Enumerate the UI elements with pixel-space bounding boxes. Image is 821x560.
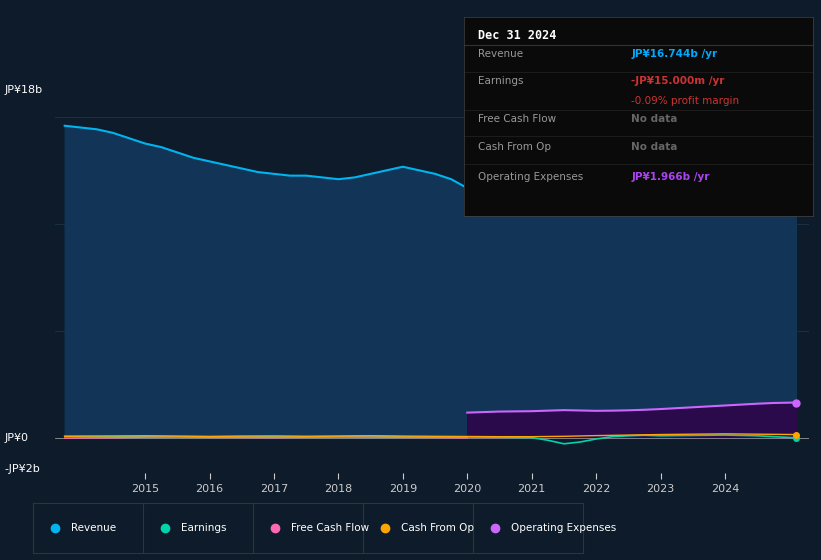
Text: No data: No data [631, 114, 677, 124]
Text: -JP¥2b: -JP¥2b [4, 464, 40, 474]
Text: Earnings: Earnings [181, 523, 227, 533]
Text: Revenue: Revenue [478, 49, 523, 59]
Text: Dec 31 2024: Dec 31 2024 [478, 29, 556, 42]
Text: Operating Expenses: Operating Expenses [511, 523, 617, 533]
Text: Revenue: Revenue [71, 523, 117, 533]
Text: Free Cash Flow: Free Cash Flow [291, 523, 369, 533]
Text: JP¥1.966b /yr: JP¥1.966b /yr [631, 172, 709, 182]
Text: -0.09% profit margin: -0.09% profit margin [631, 96, 740, 106]
Text: JP¥0: JP¥0 [4, 432, 28, 442]
Text: Free Cash Flow: Free Cash Flow [478, 114, 556, 124]
Text: No data: No data [631, 142, 677, 152]
Text: Earnings: Earnings [478, 77, 523, 86]
Text: JP¥16.744b /yr: JP¥16.744b /yr [631, 49, 718, 59]
Text: JP¥18b: JP¥18b [4, 85, 42, 95]
Text: Cash From Op: Cash From Op [478, 142, 551, 152]
Text: -JP¥15.000m /yr: -JP¥15.000m /yr [631, 77, 725, 86]
Text: Operating Expenses: Operating Expenses [478, 172, 583, 182]
Text: Cash From Op: Cash From Op [401, 523, 475, 533]
